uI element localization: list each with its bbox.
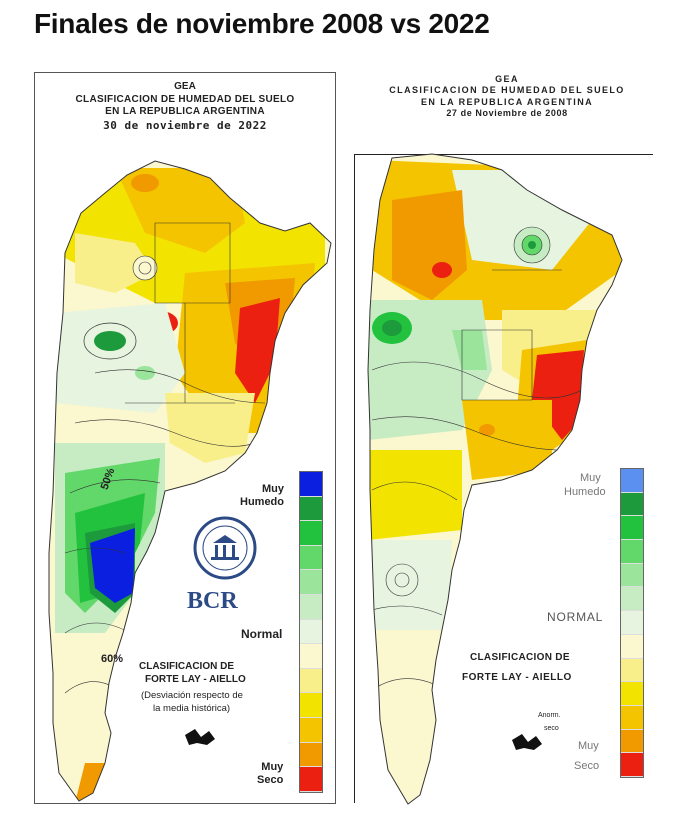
map-frame-2008 xyxy=(354,154,653,803)
map-header-2008: GEA CLASIFICACION DE HUMEDAD DEL SUELO E… xyxy=(352,74,662,119)
legend-label-dry-2: Seco xyxy=(574,760,600,772)
legend-swatch xyxy=(621,469,643,493)
map-panel-2022: GEA CLASIFICACION DE HUMEDAD DEL SUELO E… xyxy=(34,72,336,804)
method-note-2: la media histórica) xyxy=(153,703,231,714)
legend-swatch xyxy=(621,516,643,541)
legend-swatch xyxy=(621,611,643,635)
legend-swatch xyxy=(621,753,643,777)
falkland-islands-shape xyxy=(185,729,215,745)
legend-label-normal: NORMAL xyxy=(547,610,604,624)
legend-swatch xyxy=(300,693,322,719)
map-date: 27 de Noviembre de 2008 xyxy=(446,107,568,118)
legend-label-dry: Muy Seco xyxy=(257,761,284,787)
legend-label-wet: Muy Humedo xyxy=(240,483,284,509)
map-panel-2008: GEA CLASIFICACION DE HUMEDAD DEL SUELO E… xyxy=(352,70,662,808)
isoline-label-60: 60% xyxy=(101,653,124,665)
legend-color-scale-2008 xyxy=(620,468,644,778)
map-org: GEA xyxy=(495,74,519,84)
method-title-2: FORTE LAY - AIELLO xyxy=(462,672,572,683)
argentina-map-2022 xyxy=(48,160,332,802)
argentina-map-2008 xyxy=(367,153,623,805)
legend-color-scale-2022 xyxy=(299,471,323,793)
map-title-line1: CLASIFICACION DE HUMEDAD DEL SUELO xyxy=(75,93,295,105)
legend-label-wet-1: Muy xyxy=(580,472,601,484)
legend-swatch xyxy=(300,472,322,497)
method-title-1: CLASIFICACION DE xyxy=(470,652,570,663)
legend-swatch xyxy=(300,595,322,620)
map-date: 30 de noviembre de 2022 xyxy=(103,118,267,132)
legend-swatch xyxy=(621,563,643,588)
legend-swatch xyxy=(300,742,322,768)
legend-swatch xyxy=(300,644,322,669)
legend-swatch xyxy=(621,729,643,754)
map-title-line2: EN LA REPUBLICA ARGENTINA xyxy=(421,96,593,107)
legend-label-normal: Normal xyxy=(241,627,283,641)
legend-swatch xyxy=(621,634,643,659)
small-label-2: seco xyxy=(544,725,559,732)
legend-swatch xyxy=(621,540,643,564)
legend-swatch xyxy=(621,705,643,730)
map-title-line2: EN LA REPUBLICA ARGENTINA xyxy=(105,106,265,117)
legend-swatch xyxy=(621,658,643,683)
legend-label-wet-2: Humedo xyxy=(564,486,606,498)
method-note-1: (Desviación respecto de xyxy=(141,690,243,701)
legend-swatch xyxy=(621,682,643,706)
legend-swatch xyxy=(300,570,322,596)
bcr-seal-icon xyxy=(193,516,257,580)
map-title-line1: CLASIFICACION DE HUMEDAD DEL SUELO xyxy=(389,85,625,96)
legend-swatch xyxy=(621,492,643,517)
legend-swatch xyxy=(621,587,643,612)
legend-swatch xyxy=(300,668,322,694)
method-title-1: CLASIFICACION DE xyxy=(139,661,234,672)
bcr-logo: BCR xyxy=(187,588,238,614)
legend-swatch xyxy=(300,521,322,546)
legend-swatch xyxy=(300,619,322,645)
map-header-2022: GEA CLASIFICACION DE HUMEDAD DEL SUELO E… xyxy=(35,81,335,132)
method-title-2: FORTE LAY - AIELLO xyxy=(145,674,246,685)
legend-swatch xyxy=(300,718,322,743)
small-label-1: Anorm. xyxy=(538,712,561,719)
page-title: Finales de noviembre 2008 vs 2022 xyxy=(34,8,490,39)
map-org: GEA xyxy=(174,81,196,92)
legend-swatch xyxy=(300,545,322,571)
legend-label-dry-1: Muy xyxy=(578,740,599,752)
legend-swatch xyxy=(300,496,322,522)
falkland-islands-shape xyxy=(512,734,542,750)
legend-swatch xyxy=(300,767,322,792)
